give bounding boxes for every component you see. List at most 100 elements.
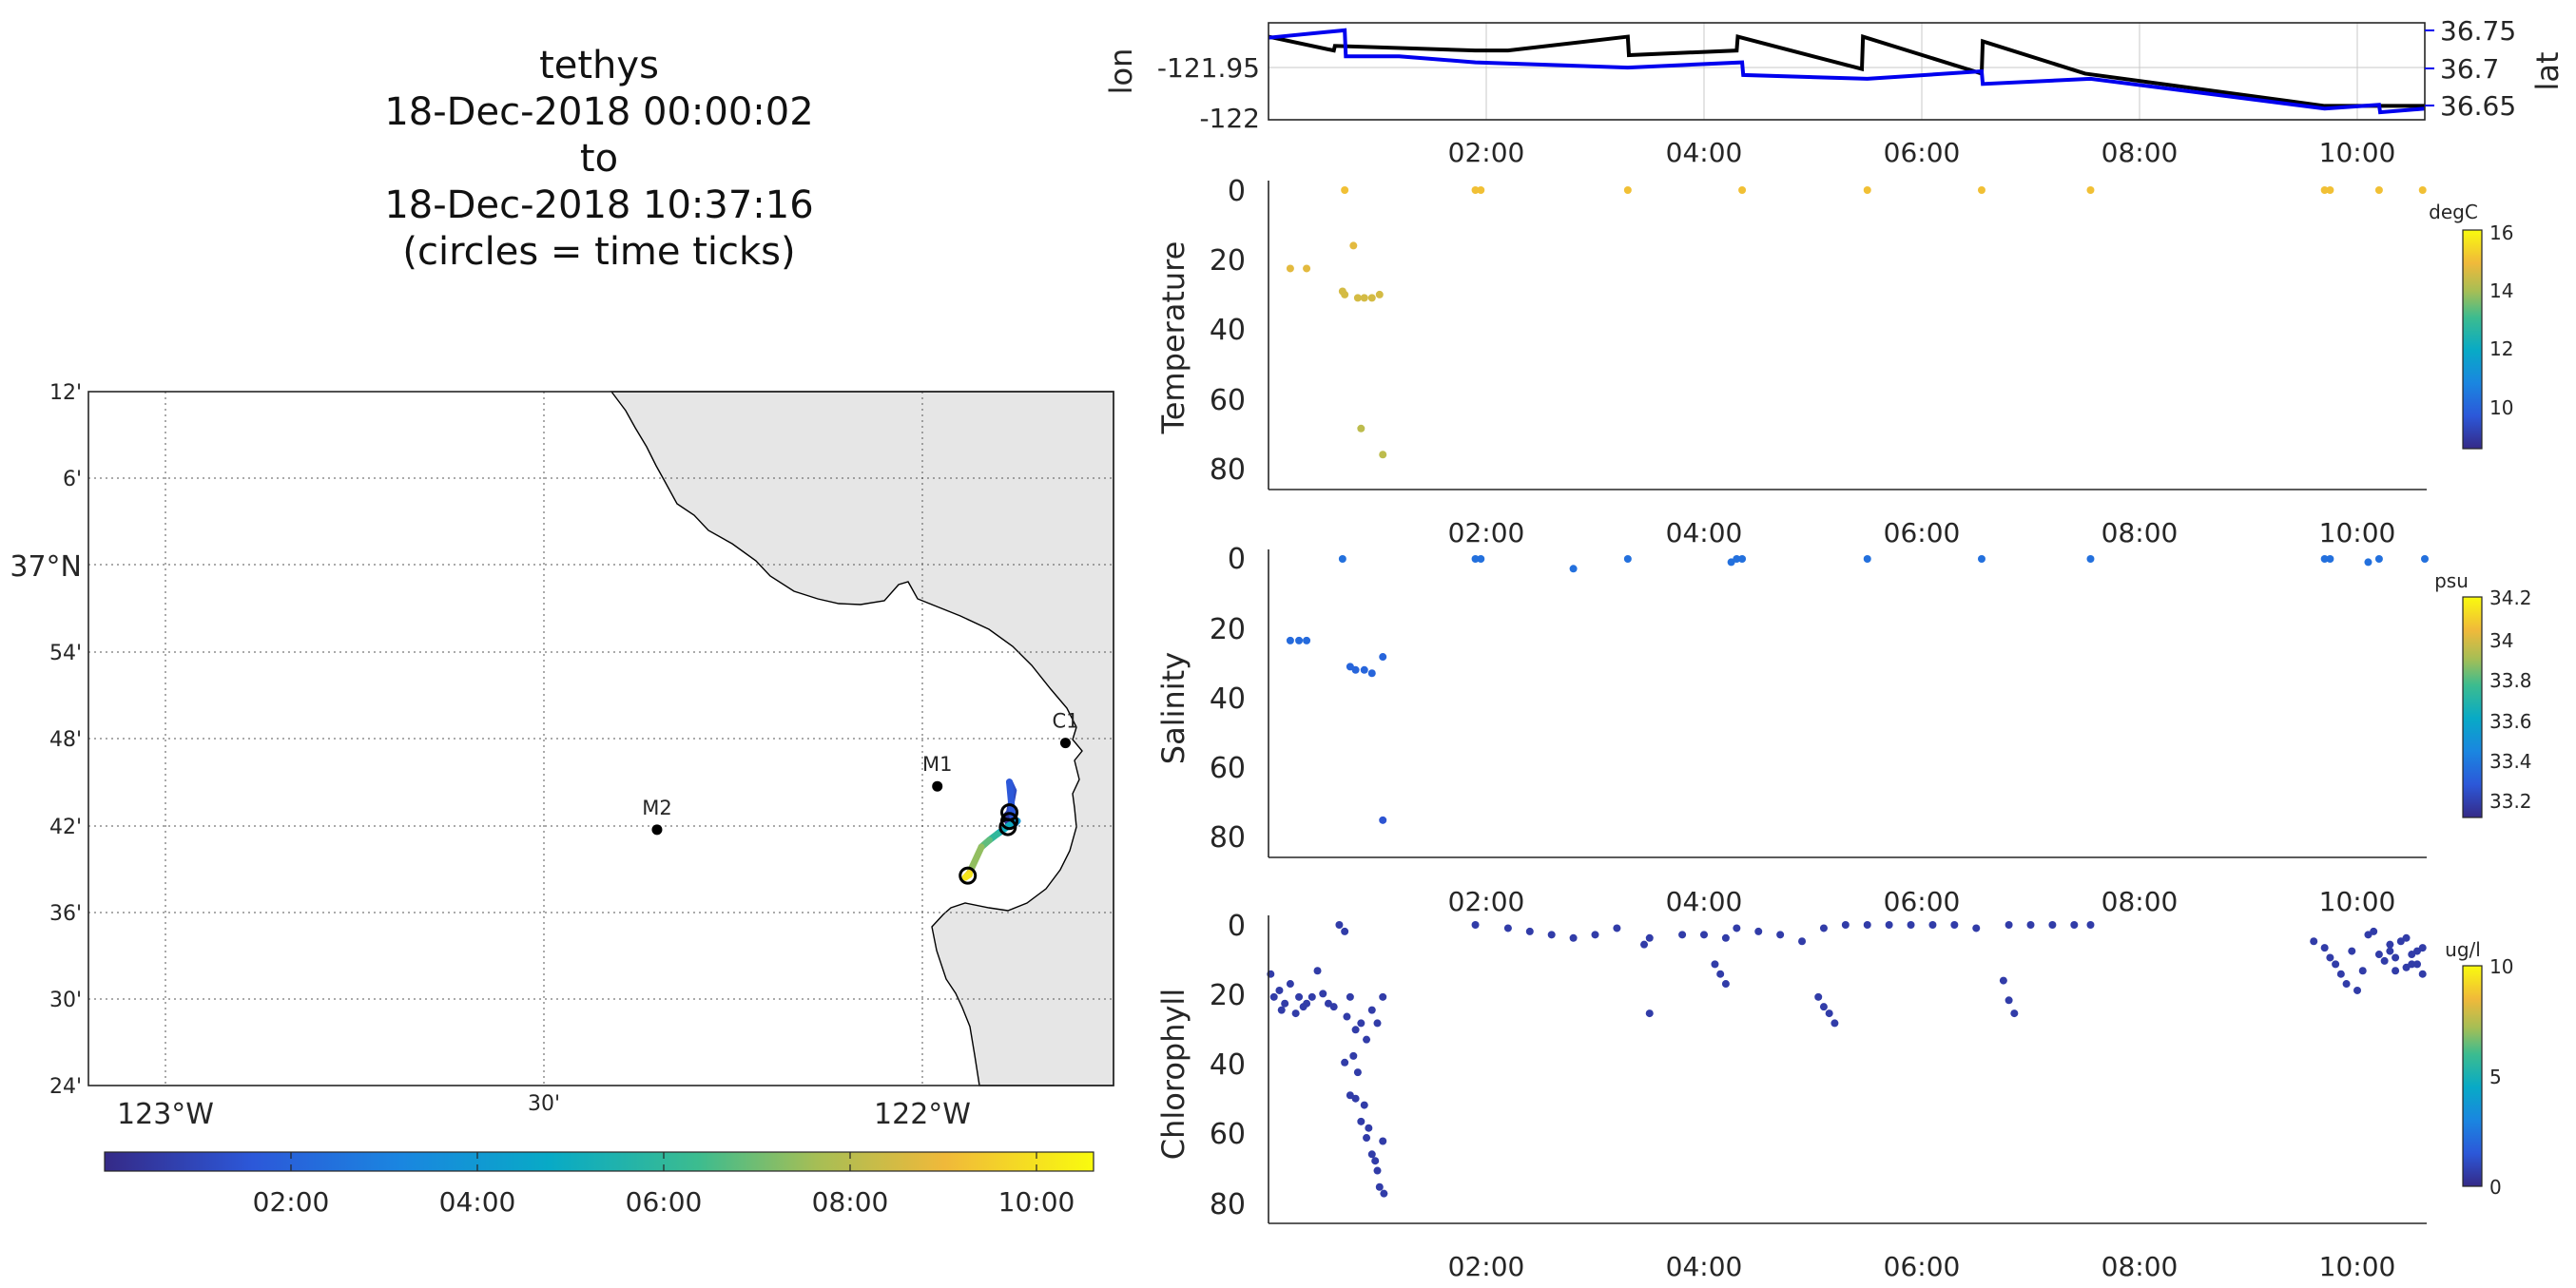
chlorophyll-point — [1613, 924, 1621, 932]
salinity-axis-label: Salinity — [1155, 652, 1191, 764]
temperature-point — [1353, 294, 1362, 302]
chlorophyll-point — [1286, 980, 1294, 989]
chlorophyll-point — [1319, 990, 1327, 998]
temperature-point — [2418, 186, 2427, 194]
colorbar-tick: 33.8 — [2489, 669, 2532, 692]
chlorophyll-point — [1733, 924, 1741, 932]
chlorophyll-point — [2010, 1009, 2019, 1018]
chlorophyll-point — [2374, 951, 2383, 959]
lat-tick-label: 54' — [49, 642, 82, 665]
chlorophyll-point — [2342, 980, 2351, 989]
time-colorbar-gradient — [104, 1151, 1094, 1172]
temperature-point — [2320, 186, 2329, 194]
colorbar-tick: 10 — [2489, 396, 2513, 419]
salinity-point — [1738, 555, 1747, 563]
chlorophyll-point — [1716, 970, 1725, 978]
lon-series-line — [1268, 33, 2425, 108]
lat-tick-label: 36' — [49, 902, 82, 926]
time-tick-label: 02:00 — [1448, 1251, 1525, 1282]
temperature-units: degC — [2429, 201, 2478, 223]
temperature-axes — [1268, 181, 2427, 490]
temperature-point — [1738, 186, 1747, 194]
chlorophyll-point — [1380, 1189, 1388, 1198]
chlorophyll-point — [2358, 967, 2367, 975]
chlorophyll-point — [1678, 931, 1687, 939]
colorbar-tick: 12 — [2489, 337, 2513, 360]
time-tick-label: 08:00 — [2101, 1251, 2179, 1282]
chlorophyll-point — [1371, 1157, 1380, 1165]
time-tick-label: 06:00 — [1884, 517, 1961, 548]
chlorophyll-point — [1351, 1094, 1360, 1103]
time-tick-label: 02:00 — [1448, 886, 1525, 917]
colorbar-tick: 0 — [2489, 1176, 2502, 1199]
chlorophyll-point — [1841, 921, 1850, 929]
title-line-1: tethys — [539, 44, 659, 87]
time-tick-label: 10:00 — [2319, 1251, 2396, 1282]
time-tick-label: 06:00 — [1884, 137, 1961, 168]
track-segment — [961, 871, 973, 881]
depth-tick-label: 40 — [1210, 1048, 1246, 1082]
colorbar-tick: 34.2 — [2489, 586, 2532, 609]
station-label: M1 — [922, 753, 952, 776]
colorbar-tick: 14 — [2489, 279, 2513, 302]
lonlat-frame — [1268, 22, 2426, 121]
colorbar-tick: 33.6 — [2489, 710, 2532, 733]
time-tick-label: 06:00 — [1884, 1251, 1961, 1282]
chlorophyll-point — [1700, 931, 1709, 939]
lat-tick-label: 30' — [49, 989, 82, 1012]
temperature-panel: 0 20 40 60 80 Temperature 02:00 04:00 06… — [1155, 175, 2513, 548]
chlorophyll-point — [2386, 947, 2394, 955]
salinity-point — [2326, 555, 2334, 563]
chlorophyll-point — [1711, 960, 1719, 969]
chlorophyll-point — [2418, 970, 2427, 978]
lat-tick-label: 48' — [49, 728, 82, 752]
time-tick-label: 10:00 — [2319, 137, 2396, 168]
salinity-point — [1367, 669, 1376, 678]
chlorophyll-point — [1335, 921, 1344, 929]
chlorophyll-point — [1645, 1009, 1654, 1018]
depth-tick-label: 20 — [1210, 244, 1246, 278]
colorbar-tick: 16 — [2489, 221, 2513, 244]
chlorophyll-point — [1830, 1019, 1839, 1028]
map-lon-ticks: 123°W 30' 122°W — [117, 1092, 971, 1131]
lon-axis-label: lon — [1103, 48, 1139, 95]
salinity-point — [1303, 636, 1311, 644]
chlorophyll-point — [1291, 1009, 1300, 1018]
temperature-point — [1623, 186, 1632, 194]
chlorophyll-point — [2048, 921, 2057, 929]
lon-tick-label: 122°W — [874, 1098, 971, 1131]
chlorophyll-point — [2005, 996, 2013, 1005]
salinity-point — [1471, 555, 1480, 563]
chlorophyll-point — [1907, 921, 1915, 929]
chlorophyll-point — [2310, 937, 2318, 946]
chlorophyll-colorbar — [2462, 965, 2483, 1187]
chlorophyll-point — [1721, 980, 1730, 989]
chlorophyll-point — [1360, 1101, 1368, 1109]
salinity-point — [2086, 555, 2095, 563]
chlorophyll-point — [1313, 967, 1322, 975]
depth-tick-label: 80 — [1210, 821, 1246, 855]
time-tick-label: 10:00 — [2319, 517, 2396, 548]
temperature-axis-label: Temperature — [1155, 241, 1191, 435]
depth-tick-label: 60 — [1210, 752, 1246, 785]
lonlat-grid — [1269, 23, 2425, 120]
chlorophyll-point — [2353, 986, 2362, 994]
salinity-colorbar — [2462, 596, 2483, 818]
chlorophyll-point — [1798, 937, 1807, 946]
time-colorbar-tick: 08:00 — [812, 1186, 889, 1218]
chlorophyll-point — [1819, 1003, 1828, 1011]
temperature-point — [1286, 264, 1294, 273]
lat-tick-label: 12' — [49, 381, 82, 405]
time-colorbar-tick: 02:00 — [253, 1186, 330, 1218]
lon-tick-label: 30' — [528, 1092, 560, 1116]
lonlat-lines — [1268, 28, 2426, 115]
salinity-axes — [1268, 549, 2427, 858]
lat-tick-label: 6' — [63, 468, 82, 491]
chlorophyll-point — [1373, 1166, 1382, 1175]
salinity-point — [1360, 665, 1368, 674]
depth-tick-label: 60 — [1210, 384, 1246, 417]
chlorophyll-point — [2408, 951, 2416, 959]
temperature-colorbar — [2462, 229, 2483, 450]
lat-tick-label: 24' — [49, 1075, 82, 1099]
salinity-point — [1286, 636, 1294, 644]
